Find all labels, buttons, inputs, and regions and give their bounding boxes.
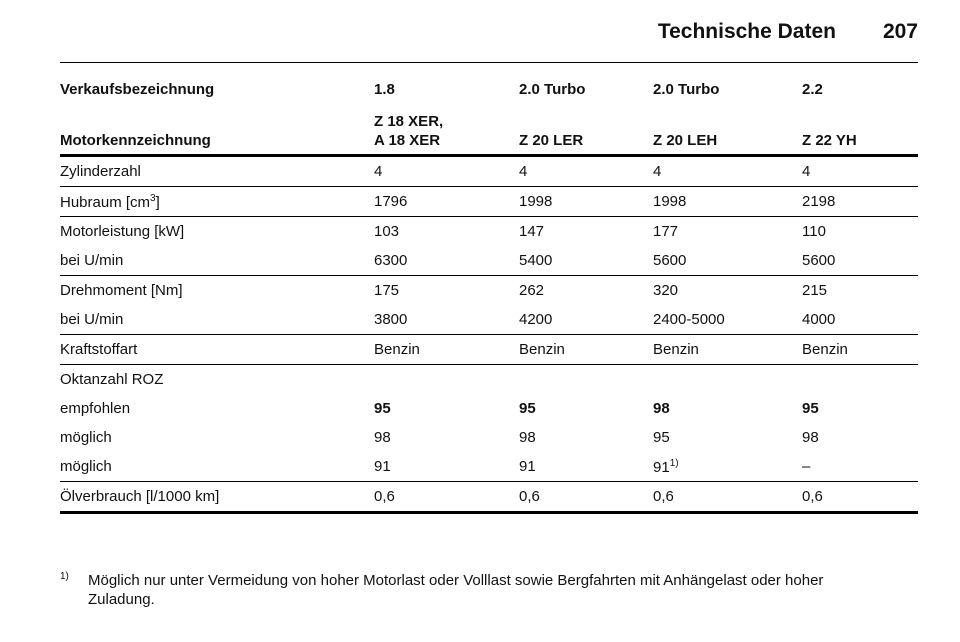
spec-table: Verkaufsbezeichnung 1.8 2.0 Turbo 2.0 Turbo…	[60, 74, 918, 514]
cell: Kraftstoffart	[60, 334, 374, 365]
cell: 3800	[374, 305, 519, 335]
cell: 4	[374, 155, 519, 187]
table-row: Oktanzahl ROZ	[60, 365, 918, 395]
cell: 98	[519, 429, 536, 446]
cell: 175	[374, 282, 400, 299]
cell: 98	[802, 429, 819, 446]
table-row: Hubraum [cm3] 1796 1998 1998 2198	[60, 186, 918, 217]
table-row: möglich 91 91 911) –	[60, 452, 918, 482]
header-row: Motorkennzeichnung Z 18 XER, A 18 XER Z 20…	[60, 104, 918, 157]
cell: –	[802, 452, 918, 482]
cell: Hubraum [cm3]	[60, 186, 374, 217]
cell: 91	[519, 452, 653, 482]
superscript: 1)	[669, 457, 679, 469]
cell: Ölverbrauch [l/1000 km]	[60, 481, 374, 514]
cell: empfohlen	[60, 400, 131, 417]
cell: möglich	[60, 429, 112, 446]
cell: möglich	[60, 452, 374, 482]
cell: 1998	[519, 186, 653, 217]
header-cell: Z 20 LEH	[653, 104, 802, 157]
cell: bei U/min	[60, 305, 374, 335]
header-cell: 2.0 Turbo	[519, 80, 586, 98]
table-row: Zylinderzahl 4 4 4 4	[60, 155, 918, 187]
cell: 5400	[519, 246, 653, 276]
cell: 103	[374, 223, 400, 240]
footnote-text: Möglich nur unter Vermeidung von hoher M…	[88, 572, 824, 608]
page-number: 207	[882, 20, 918, 43]
cell: 6300	[374, 246, 519, 276]
cell: 2400-5000	[653, 305, 802, 335]
cell: Benzin	[519, 334, 653, 365]
header-cell: 1.8	[374, 80, 395, 98]
cell: Drehmoment [Nm]	[60, 282, 183, 299]
table-row: Motorleistung [kW] 103 147 177 110	[60, 217, 918, 247]
cell: 0,6	[802, 481, 918, 514]
cell: 4	[519, 155, 653, 187]
cell: 5600	[653, 246, 802, 276]
cell: 2198	[802, 186, 918, 217]
table-row: bei U/min 6300 5400 5600 5600	[60, 246, 918, 276]
cell: 4	[653, 155, 802, 187]
cell: 4000	[802, 305, 918, 335]
cell: bei U/min	[60, 246, 374, 276]
cell: 98	[653, 400, 670, 417]
superscript: 3	[150, 192, 156, 204]
cell: 0,6	[653, 481, 802, 514]
cell: 91	[374, 452, 519, 482]
cell: Zylinderzahl	[60, 155, 374, 187]
header-cell: Verkaufsbezeichnung	[60, 80, 215, 98]
page-header: Technische Daten 207	[60, 18, 918, 63]
cell: 147	[519, 223, 545, 240]
cell: 320	[653, 282, 679, 299]
empty-cell	[802, 365, 918, 395]
cell: 4	[802, 155, 918, 187]
cell: 95	[802, 400, 819, 417]
header-row: Verkaufsbezeichnung 1.8 2.0 Turbo 2.0 Turbo…	[60, 74, 918, 104]
cell: 0,6	[374, 481, 519, 514]
cell: 262	[519, 282, 545, 299]
cell: 4200	[519, 305, 653, 335]
cell: Benzin	[802, 334, 918, 365]
cell: 1998	[653, 186, 802, 217]
cell: Benzin	[374, 334, 519, 365]
cell: 98	[374, 429, 391, 446]
table-row: Kraftstoffart Benzin Benzin Benzin Benzin	[60, 334, 918, 365]
header-cell: Z 20 LER	[519, 104, 653, 157]
cell: 215	[802, 282, 828, 299]
table-row: empfohlen 95 95 98 95	[60, 394, 918, 423]
cell: 0,6	[519, 481, 653, 514]
header-title: Technische Daten	[657, 20, 836, 43]
header-cell: 2.0 Turbo	[653, 80, 720, 98]
cell: Oktanzahl ROZ	[60, 371, 164, 388]
cell: 95	[519, 400, 536, 417]
cell: 5600	[802, 246, 918, 276]
cell-text: 91	[653, 458, 670, 476]
cell-text: Hubraum [cm	[60, 193, 151, 211]
empty-cell	[374, 365, 519, 395]
cell: 110	[802, 223, 826, 240]
header-cell: 2.2	[802, 80, 823, 98]
empty-cell	[519, 365, 653, 395]
header-cell: Motorkennzeichnung	[60, 104, 374, 157]
empty-cell	[653, 365, 802, 395]
header-cell: Z 22 YH	[802, 104, 918, 157]
cell: 95	[374, 400, 391, 417]
footnote: 1) Möglich nur unter Vermeidung von hohe…	[60, 571, 890, 609]
table-row: Drehmoment [Nm] 175 262 320 215	[60, 276, 918, 306]
footnote-marker: 1)	[60, 571, 69, 582]
table-row: möglich 98 98 95 98	[60, 423, 918, 452]
cell: Motorleistung [kW]	[60, 223, 185, 240]
table-row: Ölverbrauch [l/1000 km] 0,6 0,6 0,6 0,6	[60, 481, 918, 514]
cell: 1796	[374, 186, 519, 217]
cell: 911)	[653, 452, 802, 482]
cell: 177	[653, 223, 679, 240]
header-cell: Z 18 XER, A 18 XER	[374, 104, 519, 157]
cell: 95	[653, 429, 670, 446]
cell: Benzin	[653, 334, 802, 365]
cell-text: ]	[155, 193, 160, 211]
table-row: bei U/min 3800 4200 2400-5000 4000	[60, 305, 918, 335]
